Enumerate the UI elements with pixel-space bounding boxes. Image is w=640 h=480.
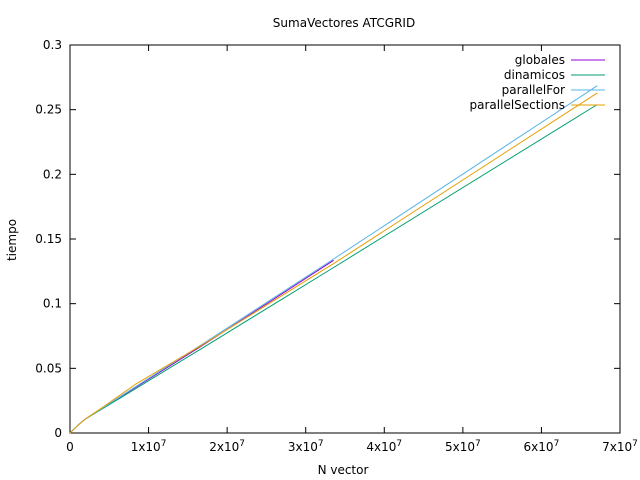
y-tick-label: 0	[54, 426, 62, 440]
x-tick-label: 7x107	[602, 439, 638, 454]
legend-label: parallelFor	[502, 83, 565, 97]
y-tick-label: 0.1	[43, 297, 62, 311]
x-tick-label: 4x107	[366, 439, 402, 454]
x-tick-label: 3x107	[288, 439, 324, 454]
x-axis: 0 1x107 2x107 3x107 4x107 5x107 6x107 7x107	[66, 45, 638, 454]
legend-label: parallelSections	[470, 98, 565, 112]
series-line-globales	[69, 259, 334, 434]
x-tick-label: 5x107	[445, 439, 481, 454]
chart-title: SumaVectores ATCGRID	[273, 16, 415, 30]
y-tick-label: 0.3	[43, 38, 62, 52]
x-tick-label: 2x107	[209, 439, 245, 454]
x-tick-label: 6x107	[524, 439, 560, 454]
series-layer	[69, 85, 598, 434]
y-tick-label: 0.2	[43, 167, 62, 181]
x-tick-label: 0	[66, 440, 74, 454]
y-axis: 0 0.05 0.1 0.15 0.2 0.25 0.3	[35, 38, 620, 440]
y-tick-label: 0.15	[35, 232, 62, 246]
y-tick-label: 0.05	[35, 361, 62, 375]
x-tick-label: 1x107	[131, 439, 167, 454]
legend-label: dinamicos	[504, 68, 565, 82]
y-tick-label: 0.25	[35, 103, 62, 117]
y-axis-label: tiempo	[5, 219, 19, 261]
legend-label: globales	[515, 53, 565, 67]
legend: globalesdinamicosparallelForparallelSect…	[470, 53, 605, 112]
series-line-parallelSections	[69, 92, 598, 434]
series-line-dinamicos	[69, 104, 598, 434]
x-axis-label: N vector	[318, 463, 369, 477]
